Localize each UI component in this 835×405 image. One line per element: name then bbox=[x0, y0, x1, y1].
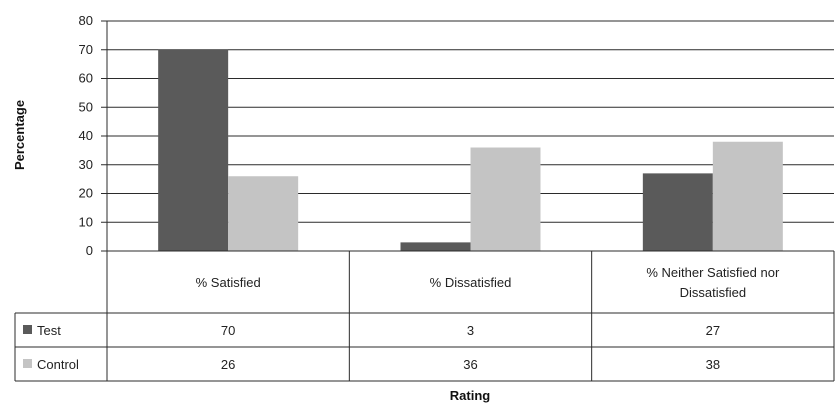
series-label: Test bbox=[37, 323, 61, 338]
y-tick-label: 20 bbox=[79, 186, 93, 201]
bar-control bbox=[712, 141, 783, 251]
data-table-cell: 70 bbox=[221, 323, 235, 338]
bar-control bbox=[228, 176, 299, 251]
bar-control bbox=[470, 147, 541, 251]
category-label-line: Dissatisfied bbox=[680, 285, 746, 300]
data-table-cell: 36 bbox=[463, 357, 477, 372]
bar-test bbox=[400, 242, 471, 251]
y-axis-title: Percentage bbox=[12, 100, 27, 170]
y-tick-label: 10 bbox=[79, 214, 93, 229]
category-label: % Dissatisfied bbox=[430, 275, 512, 290]
y-tick-label: 40 bbox=[79, 128, 93, 143]
y-tick-label: 0 bbox=[86, 243, 93, 258]
category-label-line: % Neither Satisfied nor bbox=[646, 265, 780, 280]
legend-key-control bbox=[23, 359, 32, 368]
x-axis-title: Rating bbox=[450, 388, 491, 403]
bar-test bbox=[642, 173, 713, 251]
y-tick-label: 70 bbox=[79, 42, 93, 57]
y-tick-label: 30 bbox=[79, 157, 93, 172]
category-label: % Satisfied bbox=[196, 275, 261, 290]
category-label: % Neither Satisfied nor Dissatisfied bbox=[646, 265, 780, 300]
data-table-cell: 27 bbox=[706, 323, 720, 338]
y-tick-label: 60 bbox=[79, 71, 93, 86]
category-label-line: % Dissatisfied bbox=[430, 275, 512, 290]
legend-key-test bbox=[23, 325, 32, 334]
series-label: Control bbox=[37, 357, 79, 372]
data-table-cell: 3 bbox=[467, 323, 474, 338]
data-table-cell: 26 bbox=[221, 357, 235, 372]
category-label-line: % Satisfied bbox=[196, 275, 261, 290]
y-tick-label: 50 bbox=[79, 99, 93, 114]
bar-test bbox=[158, 49, 229, 251]
y-tick-label: 80 bbox=[79, 13, 93, 28]
data-table-cell: 38 bbox=[706, 357, 720, 372]
